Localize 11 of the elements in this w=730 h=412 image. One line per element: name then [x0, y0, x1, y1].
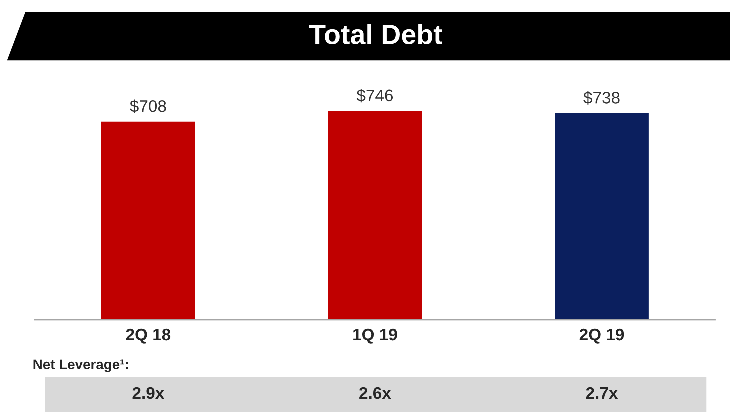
data-label: $708 [130, 100, 166, 114]
text: Net Leverage¹: [34, 360, 128, 372]
x-tick-label: 1Q 19 [354, 328, 398, 344]
data-label: $738 [584, 91, 620, 105]
data-label: $746 [356, 89, 394, 103]
text: 2.7x [586, 387, 618, 400]
x-tick-label: 2Q 19 [580, 328, 624, 344]
text: 2.9x [132, 387, 165, 400]
text: 2.6x [360, 387, 392, 400]
chart-title: Total Debt [309, 24, 442, 45]
x-tick-label: 2Q 18 [126, 328, 171, 344]
